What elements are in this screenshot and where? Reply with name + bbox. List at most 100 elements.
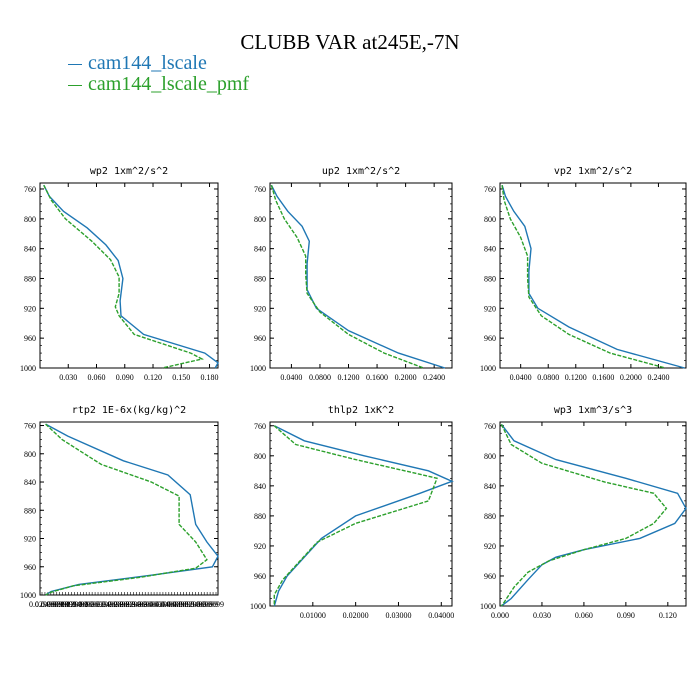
x-tick-label: 0.2899: [108, 600, 130, 609]
plot-frame: [269, 182, 453, 369]
x-tick-label: 0.4699: [161, 600, 183, 609]
x-tick-label: 0.4499: [155, 600, 177, 609]
y-tick-label: 1000: [250, 602, 266, 611]
y-tick-label: 800: [484, 215, 496, 224]
y-tick-label: 840: [254, 482, 266, 491]
series-line-lscale: [43, 184, 219, 369]
panel-5: thlp2 1xK^2 760 800 840 880 920 960 1000 0.01000…: [250, 405, 454, 620]
y-tick-label: 920: [254, 304, 266, 313]
series-line-lscale-pmf: [501, 185, 666, 369]
x-tick-label: 0.1899: [78, 600, 100, 609]
legend-swatch-2: [68, 84, 82, 86]
y-tick-label: 920: [24, 304, 36, 313]
panel-title: wp2 1xm^2/s^2: [90, 166, 168, 177]
y-tick-label: 1000: [250, 364, 266, 373]
y-tick-label: 880: [484, 274, 496, 283]
plot-frame: [499, 182, 687, 369]
x-tick-label: 0.1600: [366, 373, 388, 382]
x-tick-label: 0.060: [575, 611, 593, 620]
series-line-lscale-pmf: [270, 185, 424, 369]
series-line-lscale-pmf: [45, 423, 208, 596]
y-tick-label: 1000: [480, 364, 496, 373]
panel-3: vp2 1xm^2/s^2 760 800 840 880 920 960 1000 0.040…: [480, 166, 687, 382]
y-tick-label: 1000: [480, 602, 496, 611]
x-tick-label: 0.2299: [90, 600, 112, 609]
x-tick-label: 0.2400: [647, 373, 669, 382]
y-tick-label: 960: [484, 334, 496, 343]
x-tick-label: 0.0400: [280, 373, 302, 382]
y-tick-label: 760: [484, 422, 496, 431]
y-tick-label: 800: [24, 215, 36, 224]
chart-title: CLUBB VAR at245E,-7N: [240, 30, 460, 54]
y-tick-label: 800: [484, 452, 496, 461]
x-tick-label: 0.1499: [66, 600, 88, 609]
series-line-lscale-pmf: [43, 184, 205, 369]
y-tick-label: 960: [24, 563, 36, 572]
legend-label-2: cam144_lscale_pmf: [88, 73, 250, 95]
x-tick-label: 0.1600: [592, 373, 614, 382]
plot-frame: [499, 421, 687, 607]
y-tick-label: 920: [24, 535, 36, 544]
x-tick-label: 0.1299: [60, 600, 82, 609]
panel-title: rtp2 1E-6x(kg/kg)^2: [72, 405, 186, 416]
y-tick-label: 920: [484, 304, 496, 313]
x-tick-label: 0.1099: [55, 600, 77, 609]
panel-4: rtp2 1E-6x(kg/kg)^2 760 800 840 880 920 960 100…: [20, 405, 224, 609]
plot-frame: [39, 421, 219, 596]
x-tick-label: 0.5499: [184, 600, 206, 609]
panel-title: vp2 1xm^2/s^2: [554, 166, 632, 177]
x-tick-label: 0.090: [617, 611, 635, 620]
panel-6: wp3 1xm^3/s^3 760 800 840 880 920 960 10000.000…: [480, 405, 687, 620]
y-tick-label: 880: [254, 274, 266, 283]
x-tick-label: 0.5699: [190, 600, 212, 609]
x-tick-label: 0.5899: [196, 600, 218, 609]
y-tick-label: 920: [484, 542, 496, 551]
y-tick-label: 920: [254, 542, 266, 551]
x-tick-label: 0.5299: [178, 600, 200, 609]
series-line-lscale: [500, 423, 687, 607]
x-tick-label: 0.2400: [423, 373, 445, 382]
x-tick-label: 0.4099: [143, 600, 165, 609]
y-tick-label: 880: [24, 506, 36, 515]
y-tick-label: 800: [254, 452, 266, 461]
y-tick-label: 840: [24, 245, 36, 254]
x-tick-label: 0.0800: [309, 373, 331, 382]
legend-swatch-1: [68, 63, 82, 65]
x-tick-label: 0.1200: [565, 373, 587, 382]
plot-frame: [269, 421, 453, 607]
y-tick-label: 960: [254, 572, 266, 581]
x-tick-label: 0.04000: [428, 611, 454, 620]
panel-title: thlp2 1xK^2: [328, 405, 394, 416]
x-tick-label: 0.06999: [41, 600, 67, 609]
y-tick-label: 840: [24, 478, 36, 487]
legend-entry-1: cam144_lscale: [68, 52, 207, 75]
series-line-lscale: [270, 184, 446, 369]
y-tick-label: 760: [484, 185, 496, 194]
series-line-lscale: [501, 184, 685, 369]
x-tick-label: 0.02000: [343, 611, 369, 620]
x-tick-label: 0.03000: [385, 611, 411, 620]
x-tick-label: 0.3099: [114, 600, 136, 609]
x-tick-label: 0.2499: [96, 600, 118, 609]
legend-entry-2: cam144_lscale_pmf: [68, 73, 249, 96]
x-tick-label: 0.060: [88, 373, 106, 382]
x-tick-label: 0.030: [533, 611, 551, 620]
y-tick-label: 840: [484, 245, 496, 254]
y-tick-label: 880: [254, 512, 266, 521]
series-line-lscale-pmf: [500, 423, 668, 607]
x-tick-label: 0.2000: [620, 373, 642, 382]
y-tick-label: 880: [24, 274, 36, 283]
panel-1: wp2 1xm^2/s^2 760 800 840 880 920 960 1000 0.030…: [20, 166, 219, 382]
panel-title: up2 1xm^2/s^2: [322, 166, 400, 177]
panel-title: wp3 1xm^3/s^3: [554, 405, 632, 416]
x-tick-label: 0.2699: [102, 600, 124, 609]
x-tick-label: 0.02999: [29, 600, 55, 609]
x-tick-label: 0.030: [59, 373, 77, 382]
y-tick-label: 800: [254, 215, 266, 224]
x-tick-label: 0.01000: [300, 611, 326, 620]
y-tick-label: 760: [254, 422, 266, 431]
y-tick-label: 960: [484, 572, 496, 581]
x-tick-label: 0.120: [659, 611, 677, 620]
y-tick-label: 760: [24, 185, 36, 194]
